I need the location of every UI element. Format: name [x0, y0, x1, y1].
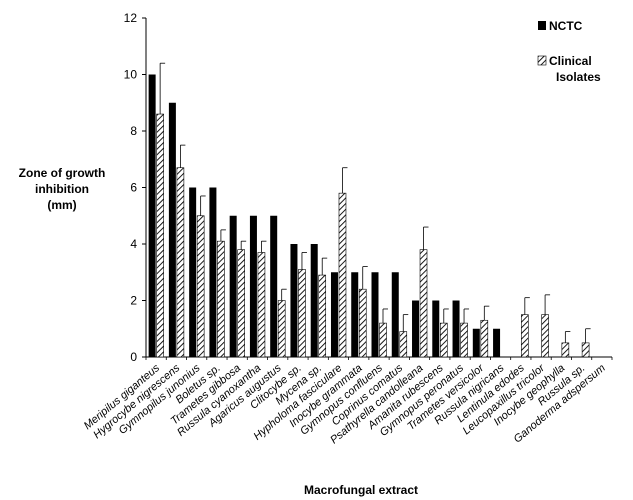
bar-clinical-isolates — [399, 331, 408, 358]
bar-clinical-isolates — [358, 288, 367, 358]
bar-nctc — [351, 272, 359, 357]
plot-area — [145, 18, 612, 358]
bar-nctc — [412, 300, 420, 357]
y-tick-label: 8 — [130, 124, 137, 138]
bar-nctc — [148, 74, 156, 357]
bar-nctc — [310, 244, 318, 357]
y-axis-title-line-1: Zone of growth — [19, 166, 106, 180]
bar-nctc — [371, 272, 379, 357]
y-axis-title: Zone of growth inhibition (mm) — [19, 166, 106, 212]
bar-clinical-isolates — [379, 322, 387, 358]
y-tick-label: 6 — [130, 181, 137, 195]
bar-nctc — [493, 328, 501, 357]
y-tick-label: 0 — [130, 350, 137, 364]
legend: NCTC Clinical Isolates — [537, 19, 601, 84]
bar-clinical-isolates — [257, 252, 266, 358]
bar-clinical-isolates — [338, 192, 347, 358]
bar-nctc — [290, 244, 298, 357]
bar-clinical-isolates — [480, 319, 489, 358]
bar-clinical-isolates — [521, 314, 529, 358]
bar-clinical-isolates — [541, 314, 549, 358]
bar-nctc — [452, 300, 460, 357]
bar-clinical-isolates — [237, 249, 245, 358]
bar-nctc — [229, 215, 237, 357]
bar-nctc — [472, 328, 480, 357]
bar-nctc — [209, 187, 217, 357]
bar-clinical-isolates — [439, 322, 448, 358]
bar-clinical-isolates — [196, 215, 205, 358]
y-axis-ticks: 0 2 4 6 8 10 12 — [124, 11, 146, 364]
bar-nctc — [189, 187, 197, 357]
bar-nctc — [168, 102, 176, 357]
bar-nctc — [330, 272, 338, 357]
bar-clinical-isolates — [581, 342, 590, 358]
bar-clinical-isolates — [318, 274, 327, 358]
bar-clinical-isolates — [217, 240, 225, 358]
bar-clinical-isolates — [561, 342, 570, 358]
bar-clinical-isolates — [176, 167, 185, 358]
bar-nctc — [249, 215, 257, 357]
y-tick-label: 2 — [130, 294, 137, 308]
bar-clinical-isolates — [298, 269, 306, 358]
bar-nctc — [432, 300, 440, 357]
bar-clinical-isolates — [419, 249, 428, 358]
x-axis-title: Macrofungal extract — [304, 483, 418, 497]
y-tick-label: 12 — [124, 11, 138, 25]
y-tick-label: 10 — [124, 68, 138, 82]
y-axis-title-line-3: (mm) — [47, 198, 76, 212]
legend-swatch-nctc — [538, 21, 546, 30]
y-tick-label: 4 — [130, 237, 137, 251]
legend-label-clinical-line-1: Clinical — [549, 54, 592, 68]
bar-nctc — [270, 215, 278, 357]
y-axis-title-line-2: inhibition — [35, 182, 89, 196]
legend-label-nctc: NCTC — [549, 19, 583, 33]
x-category-label: Hygrocybe nigrescens — [91, 362, 182, 441]
bar-clinical-isolates — [460, 322, 468, 358]
legend-swatch-clinical — [537, 55, 547, 66]
bar-clinical-isolates — [156, 113, 164, 358]
bar-nctc — [391, 272, 399, 357]
bar-clinical-isolates — [277, 300, 286, 358]
legend-label-clinical-line-2: Isolates — [556, 70, 601, 84]
